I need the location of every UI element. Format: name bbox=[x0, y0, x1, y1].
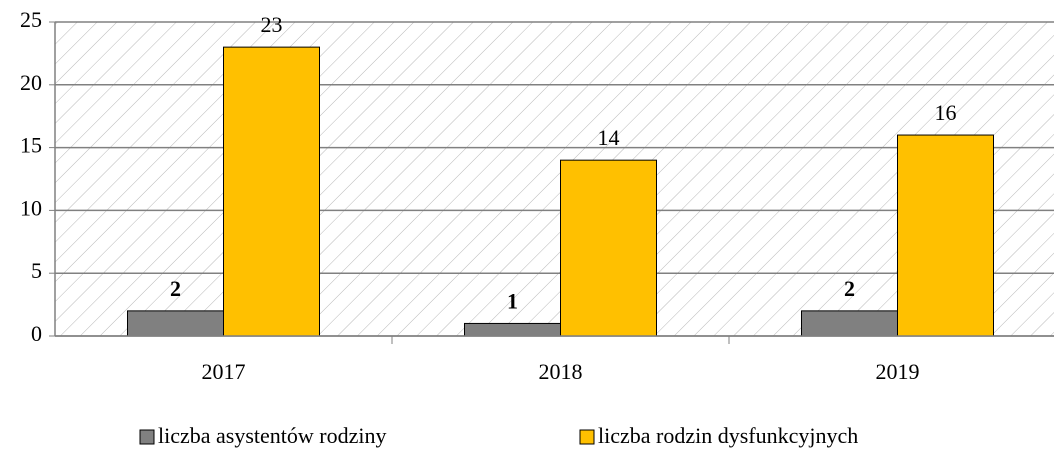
bar bbox=[464, 322, 561, 337]
data-label: 2 bbox=[170, 276, 181, 301]
data-label: 1 bbox=[507, 288, 518, 313]
bar bbox=[223, 46, 320, 337]
data-label: 2 bbox=[844, 276, 855, 301]
legend-label: liczba asystentów rodziny bbox=[158, 423, 387, 448]
plot-area bbox=[55, 22, 1054, 336]
legend-swatch bbox=[139, 429, 155, 445]
y-tick-label: 5 bbox=[31, 258, 42, 283]
y-tick-label: 20 bbox=[20, 70, 42, 95]
y-tick-label: 10 bbox=[20, 195, 42, 220]
y-tick-label: 25 bbox=[20, 7, 42, 32]
bar bbox=[127, 310, 224, 337]
legend-label: liczba rodzin dysfunkcyjnych bbox=[598, 423, 858, 448]
x-tick-label: 2019 bbox=[876, 359, 920, 384]
y-tick-label: 15 bbox=[20, 133, 42, 158]
legend-swatch bbox=[579, 429, 595, 445]
x-tick-label: 2017 bbox=[202, 359, 246, 384]
y-tick-label: 0 bbox=[31, 321, 42, 346]
data-label: 16 bbox=[935, 100, 957, 125]
bar bbox=[897, 134, 994, 337]
x-tick-label: 2018 bbox=[539, 359, 583, 384]
data-label: 14 bbox=[598, 125, 620, 150]
bar bbox=[560, 159, 657, 337]
bar bbox=[801, 310, 898, 337]
data-label: 23 bbox=[261, 12, 283, 37]
